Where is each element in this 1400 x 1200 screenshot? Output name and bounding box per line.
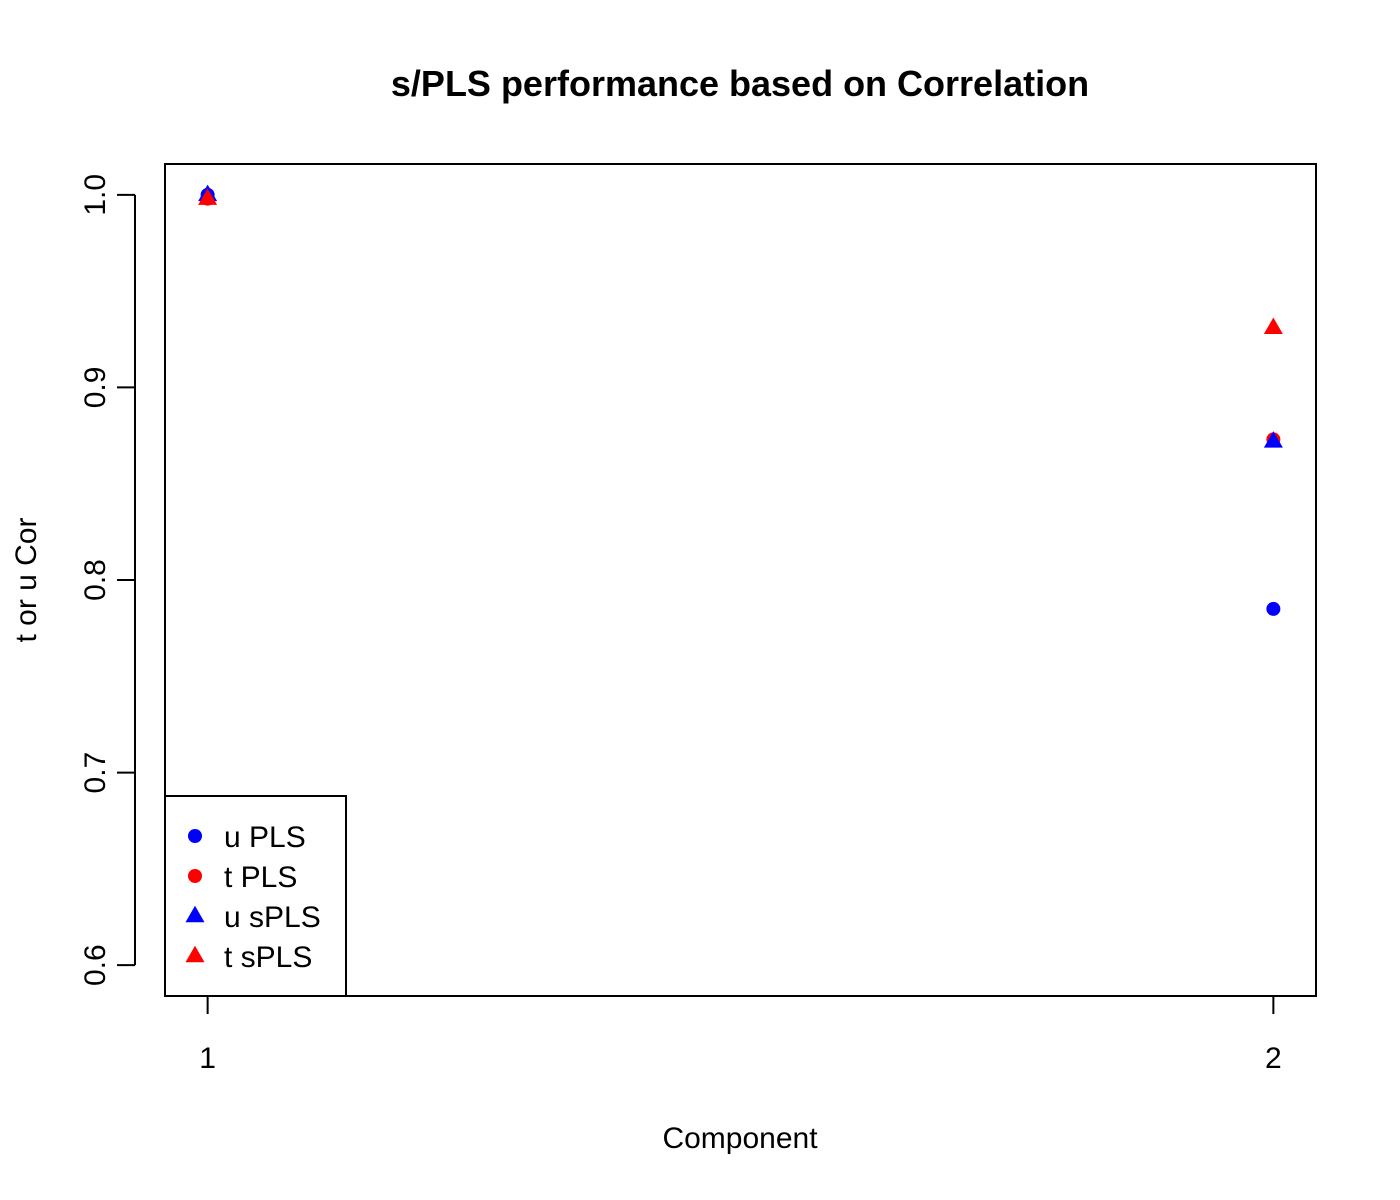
legend-label: t PLS [224,861,297,894]
legend-marker [188,829,202,843]
y-tick-label: 0.9 [79,367,112,409]
x-axis-label: Component [662,1122,818,1155]
x-tick-label: 1 [199,1042,216,1075]
legend-label: u PLS [224,821,306,854]
legend-marker [188,869,202,883]
legend-marker [185,945,205,963]
legend-label: t sPLS [224,941,312,974]
x-tick-label: 2 [1265,1042,1282,1075]
data-point [1266,601,1281,616]
legend: u PLS t PLS u sPLS t sPLS [164,795,347,997]
legend-box [164,795,347,997]
data-point [198,188,218,205]
data-point [1263,317,1283,334]
y-tick-label: 0.6 [79,944,112,986]
y-axis: 0.6 0.7 0.8 0.9 1.0 [79,174,136,986]
y-tick-label: 0.8 [79,559,112,601]
legend-label: u sPLS [224,901,321,934]
chart-title: s/PLS performance based on Correlation [391,63,1089,104]
y-tick-label: 1.0 [79,174,112,216]
data-points [198,184,1283,616]
y-axis-label: t or u Cor [10,517,43,642]
data-point [1263,431,1283,448]
legend-marker [185,905,205,923]
y-tick-label: 0.7 [79,752,112,794]
